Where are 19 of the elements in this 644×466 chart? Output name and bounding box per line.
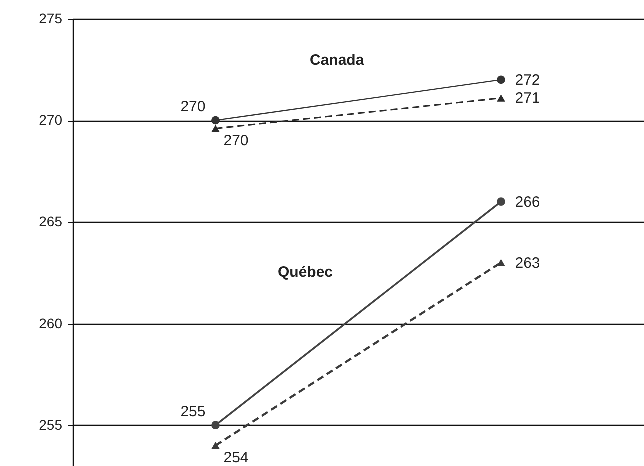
data-label: 271 xyxy=(515,90,540,108)
y-tick-label: 255 xyxy=(39,416,63,433)
annotation: Canada xyxy=(310,52,365,69)
data-label: 272 xyxy=(515,72,540,89)
data-label: 270 xyxy=(180,98,206,116)
point xyxy=(212,421,220,430)
data-label: 255 xyxy=(180,403,206,420)
y-tick-label: 265 xyxy=(39,214,63,230)
annotation: Québec xyxy=(278,264,334,281)
point xyxy=(497,76,506,84)
data-label: 254 xyxy=(224,450,249,466)
y-tick-label: 275 xyxy=(39,10,63,26)
data-label: 263 xyxy=(515,254,540,272)
y-tick-label: 260 xyxy=(39,315,63,332)
y-tick-label: 270 xyxy=(39,112,63,128)
data-label: 266 xyxy=(515,194,540,211)
data-label: 270 xyxy=(224,132,249,150)
point xyxy=(497,198,506,206)
point xyxy=(212,116,220,125)
